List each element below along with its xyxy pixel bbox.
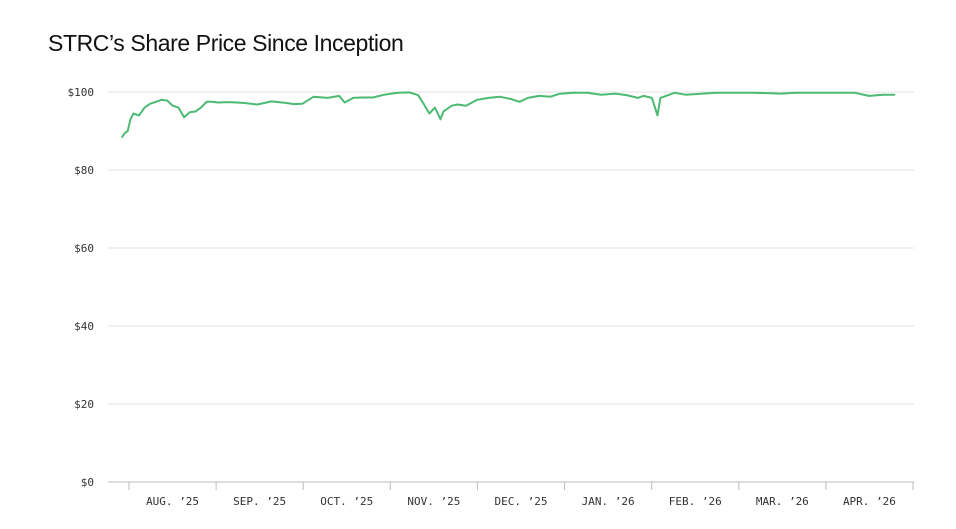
y-tick-label: $60: [74, 242, 94, 255]
y-tick-label: $20: [74, 398, 94, 411]
series-layer: [121, 91, 896, 138]
x-tick-label: AUG. ’25: [146, 495, 199, 508]
y-tick-label: $40: [74, 320, 94, 333]
x-tick-label: APR. ’26: [843, 495, 896, 508]
x-tick-label: MAR. ’26: [756, 495, 809, 508]
y-tick-label: $0: [81, 476, 94, 489]
grid-lines: [108, 91, 914, 483]
chart-title: STRC’s Share Price Since Inception: [48, 30, 404, 56]
y-tick-label: $80: [74, 164, 94, 177]
share-price-line: [121, 91, 896, 138]
x-tick-label: DEC. ’25: [495, 495, 548, 508]
x-tick-label: JAN. ’26: [582, 495, 635, 508]
x-axis-ticks: AUG. ’25 SEP. ’25 OCT. ’25 NOV. ’25 DEC. ’25…: [128, 482, 914, 508]
x-tick-label: FEB. ’26: [669, 495, 722, 508]
y-tick-label: $100: [68, 86, 95, 99]
y-axis-ticks: $0 $20 $40 $60 $80 $100: [68, 86, 95, 489]
x-tick-label: OCT. ’25: [320, 495, 373, 508]
x-tick-label: NOV. ’25: [407, 495, 460, 508]
x-tick-label: SEP. ’25: [233, 495, 286, 508]
